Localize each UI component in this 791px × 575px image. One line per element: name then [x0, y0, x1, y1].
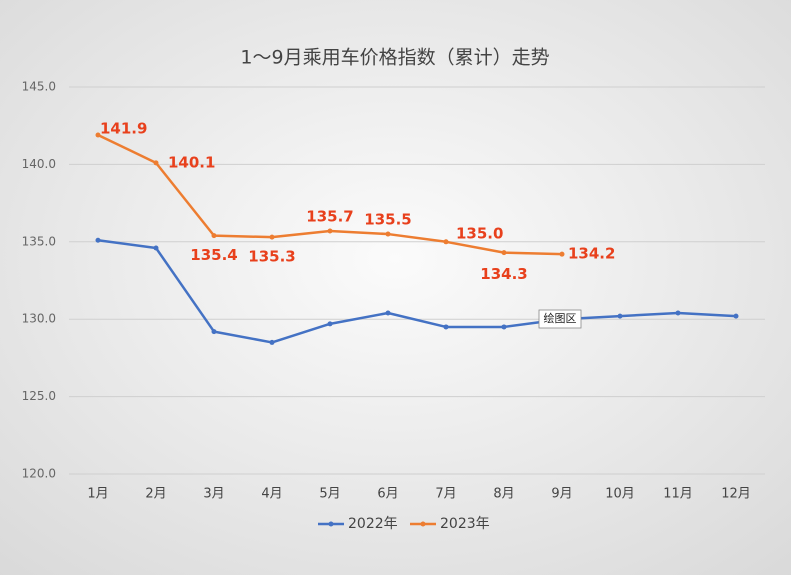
data-label: 141.9	[100, 119, 147, 137]
y-tick-label: 145.0	[22, 80, 56, 94]
data-label: 135.3	[248, 248, 295, 266]
data-point	[327, 228, 333, 234]
data-point	[269, 339, 275, 345]
y-tick-label: 140.0	[22, 157, 56, 171]
x-tick-label: 6月	[377, 487, 398, 502]
data-point	[327, 321, 333, 327]
legend-marker	[328, 521, 334, 527]
data-label: 135.0	[456, 224, 503, 242]
series-line	[97, 239, 737, 344]
x-tick-label: 1月	[87, 487, 108, 502]
data-point	[95, 237, 101, 243]
x-tick-label: 5月	[319, 487, 340, 502]
y-tick-label: 125.0	[22, 389, 56, 403]
x-tick-label: 10月	[605, 487, 635, 502]
tooltip-text: 绘图区	[544, 311, 577, 325]
data-point	[269, 234, 275, 240]
data-point	[501, 250, 507, 256]
data-point	[443, 324, 449, 330]
data-point	[559, 251, 565, 257]
data-point	[385, 231, 391, 237]
data-point	[385, 310, 391, 316]
data-label: 134.2	[568, 245, 615, 263]
data-label: 135.4	[190, 246, 237, 264]
data-point	[153, 245, 159, 251]
data-point	[501, 324, 507, 330]
data-point	[733, 313, 739, 319]
x-tick-label: 2月	[145, 487, 166, 502]
data-point	[443, 239, 449, 245]
legend-marker	[420, 521, 426, 527]
data-point	[95, 132, 101, 138]
x-tick-label: 8月	[493, 487, 514, 502]
data-label: 135.5	[364, 211, 411, 229]
y-tick-label: 135.0	[22, 234, 56, 248]
x-tick-label: 4月	[261, 487, 282, 502]
x-tick-label: 3月	[203, 487, 224, 502]
legend-label: 2022年	[348, 516, 398, 532]
x-tick-label: 9月	[551, 487, 572, 502]
data-point	[211, 233, 217, 239]
y-tick-label: 120.0	[22, 467, 56, 481]
x-tick-label: 11月	[663, 487, 693, 502]
data-label: 135.7	[306, 207, 353, 225]
x-tick-label: 7月	[435, 487, 456, 502]
data-label: 140.1	[168, 153, 215, 171]
x-tick-label: 12月	[721, 487, 751, 502]
data-point	[617, 313, 623, 319]
legend-label: 2023年	[440, 516, 490, 532]
data-point	[211, 329, 217, 335]
y-tick-label: 130.0	[22, 312, 56, 326]
chart-title: 1～9月乘用车价格指数（累计）走势	[240, 47, 549, 69]
data-point	[153, 160, 159, 166]
tooltip-box	[538, 309, 582, 329]
data-point	[675, 310, 681, 316]
data-label: 134.3	[480, 265, 527, 283]
